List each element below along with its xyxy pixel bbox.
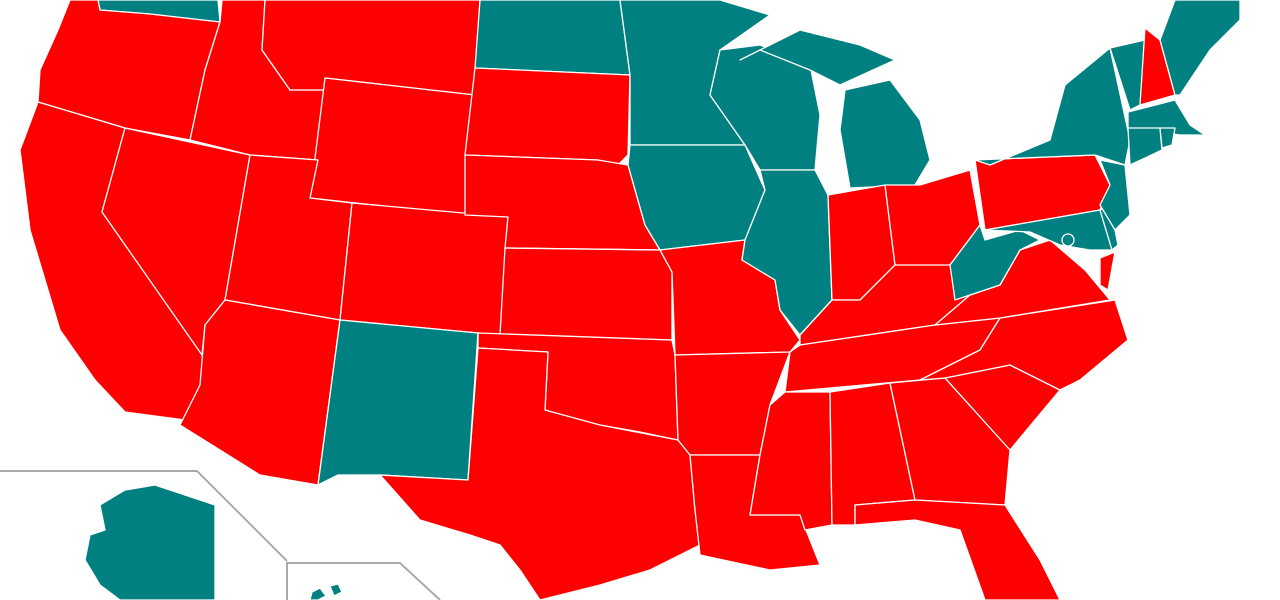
region-sd[interactable] <box>464 67 631 169</box>
region-shape[interactable] <box>84 484 216 600</box>
region-shape[interactable] <box>309 587 327 600</box>
region-shape[interactable] <box>1127 127 1163 166</box>
region-il[interactable] <box>741 169 833 336</box>
region-shape[interactable] <box>1099 251 1116 291</box>
region-shape[interactable] <box>474 0 631 76</box>
region-nj[interactable] <box>1099 159 1131 231</box>
region-ms[interactable] <box>749 391 833 531</box>
region-shape[interactable] <box>741 169 833 336</box>
region-co[interactable] <box>339 202 509 336</box>
region-nc[interactable] <box>919 299 1129 391</box>
region-me[interactable] <box>1159 0 1241 96</box>
region-fl[interactable] <box>854 499 1061 600</box>
region-va[interactable] <box>934 239 1116 326</box>
region-nm[interactable] <box>317 319 479 486</box>
region-shape[interactable] <box>1159 0 1241 96</box>
region-shape[interactable] <box>309 77 476 216</box>
region-shape[interactable] <box>329 583 343 597</box>
region-ct[interactable] <box>1127 127 1163 166</box>
region-mi[interactable] <box>739 29 931 189</box>
region-ny[interactable] <box>974 47 1131 166</box>
region-ri[interactable] <box>1159 127 1176 149</box>
region-ks[interactable] <box>499 247 673 341</box>
region-shape[interactable] <box>317 319 479 486</box>
region-tx[interactable] <box>379 347 701 600</box>
region-shape[interactable] <box>854 499 1061 600</box>
region-shape[interactable] <box>739 29 896 86</box>
region-shape[interactable] <box>1099 159 1131 231</box>
region-shape[interactable] <box>919 299 1129 391</box>
region-shape[interactable] <box>499 247 673 341</box>
region-wy[interactable] <box>309 77 476 216</box>
region-mt[interactable] <box>261 0 481 96</box>
region-shape[interactable] <box>464 67 631 169</box>
region-dc[interactable] <box>1061 233 1075 247</box>
region-shape[interactable] <box>749 391 833 531</box>
states-layer <box>19 0 1241 600</box>
region-shape[interactable] <box>839 79 931 189</box>
region-shape[interactable] <box>379 347 701 600</box>
region-hi[interactable] <box>309 583 343 600</box>
region-shape[interactable] <box>339 202 509 336</box>
region-shape[interactable] <box>1159 127 1176 149</box>
region-nd[interactable] <box>474 0 631 76</box>
region-wv[interactable] <box>949 224 1041 301</box>
region-shape[interactable] <box>949 224 1041 301</box>
region-shape[interactable] <box>261 0 481 96</box>
hawaii-inset-frame <box>286 562 441 600</box>
region-ak[interactable] <box>84 484 216 600</box>
region-shape[interactable] <box>974 47 1131 166</box>
alaska-inset-frame <box>0 470 288 562</box>
